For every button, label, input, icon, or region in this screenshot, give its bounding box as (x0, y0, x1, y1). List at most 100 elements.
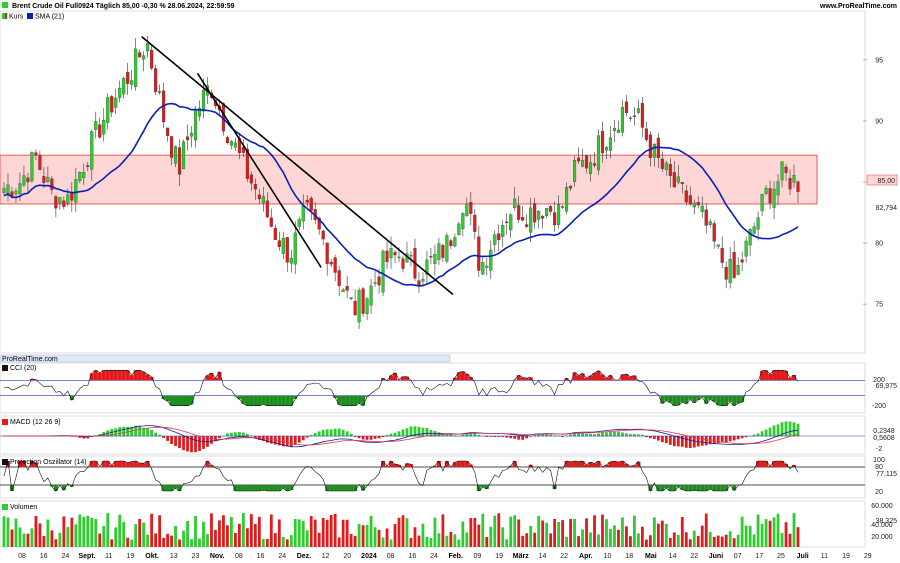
macd-histogram-bar (230, 432, 233, 437)
macd-histogram-bar (301, 436, 305, 441)
macd-histogram-bar (170, 436, 173, 444)
proj-low-fill (177, 485, 182, 491)
source-label[interactable]: www.ProRealTime.com (819, 3, 897, 10)
candle (353, 301, 357, 316)
volume-bar (764, 519, 768, 547)
vol-last: 38.325 (876, 518, 898, 525)
volume-bar (772, 517, 776, 547)
macd-histogram-bar (122, 426, 126, 437)
proj-high-fill (89, 461, 94, 467)
cci-oversold-fill (700, 395, 705, 398)
cci-overbought-fill (105, 370, 110, 381)
volume-bar (257, 516, 261, 547)
volume-bar (186, 520, 189, 547)
macd-histogram-bar (417, 426, 421, 437)
proj-high-fill (101, 461, 106, 467)
cci-overbought-fill (760, 370, 765, 381)
candle (561, 206, 565, 208)
date-tick-label: 16 (408, 553, 416, 560)
cci-overbought-fill (528, 377, 533, 381)
volume-bar (389, 539, 393, 547)
candle (377, 276, 381, 286)
macd-histogram-bar (656, 436, 660, 441)
candle (361, 288, 365, 314)
candle (22, 175, 26, 186)
proj-low-fill (61, 485, 66, 491)
volume-bar (305, 530, 309, 547)
volume-bar (732, 538, 736, 547)
candle (792, 175, 796, 183)
volume-bar (146, 534, 150, 547)
macd-histogram-bar (541, 434, 545, 437)
candle (357, 290, 361, 323)
volume-bar (150, 513, 154, 547)
projection-panel[interactable]: Projection Oszillator (14) 100 80 20 77,… (0, 455, 897, 499)
macd-histogram-bar (513, 436, 517, 439)
volume-bar (2, 516, 6, 547)
macd-histogram-bar (218, 436, 221, 439)
trendline-1[interactable] (141, 36, 454, 295)
volume-bar (664, 523, 668, 547)
candle (409, 255, 413, 257)
volume-bar (253, 524, 257, 547)
cci-tick-minus200: -200 (872, 403, 886, 410)
macd-panel[interactable]: MACD (12 26 9) 0,2348 0,5608 -2 (0, 415, 895, 455)
candle (525, 224, 529, 227)
proj-low-fill (704, 485, 709, 491)
volume-bar (736, 534, 740, 547)
candle (229, 141, 233, 146)
volume-bar (525, 533, 529, 547)
cci-overbought-fill (516, 375, 521, 381)
macd-histogram-bar (509, 436, 513, 439)
cci-oversold-fill (708, 395, 713, 400)
volume-bar (226, 525, 229, 547)
macd-histogram-bar (529, 436, 533, 437)
date-tick-label: Sept. (78, 553, 95, 560)
cci-oversold-fill (728, 395, 733, 402)
volume-bar (66, 526, 70, 547)
volume-bar (696, 535, 700, 547)
candle (517, 205, 521, 220)
volume-bar (190, 539, 193, 547)
candle (577, 157, 581, 162)
header-bar (0, 0, 900, 11)
candle (281, 237, 285, 254)
price-panel[interactable]: Kurs SMA (21) (0, 10, 866, 354)
volume-title: Volumen (10, 504, 37, 511)
macd-histogram-bar (281, 436, 285, 447)
trendline-2[interactable] (196, 72, 322, 268)
proj-high-fill (632, 465, 637, 467)
candle (696, 202, 700, 206)
cci-overbought-fill (592, 373, 597, 381)
macd-histogram-bar (405, 428, 409, 437)
macd-histogram-bar (461, 434, 465, 437)
candle (297, 219, 301, 227)
candle (668, 164, 672, 176)
candle (178, 147, 182, 175)
proj-low-fill (361, 485, 366, 491)
volume-bar (401, 515, 405, 547)
macd-histogram-bar (545, 434, 549, 437)
proj-high-fill (432, 465, 437, 467)
cci-last: 69,975 (876, 383, 898, 390)
date-axis[interactable]: 08 16 24 Sept. 11 19 Okt. 13 23 Nov. 08 16 24 Dez. 12 2… (18, 553, 872, 560)
volume-panel[interactable]: Volumen 60.000 40.000 20.000 38.325 (0, 500, 898, 548)
macd-histogram-bar (477, 434, 481, 437)
macd-histogram-bar (389, 433, 393, 437)
macd-histogram-bar (150, 429, 154, 437)
volume-bar (54, 539, 58, 547)
proj-high-fill (608, 461, 613, 467)
proj-high-fill (452, 462, 457, 467)
volume-bar (218, 520, 221, 547)
cci-panel[interactable]: CCI (20) 200 -200 69,975 (0, 362, 898, 414)
legend-kurs: Kurs (9, 14, 24, 21)
macd-histogram-bar (585, 433, 588, 437)
macd-histogram-bar (321, 429, 325, 437)
cci-overbought-fill (520, 377, 525, 381)
macd-histogram-bar (186, 436, 189, 452)
cci-oversold-fill (249, 395, 254, 406)
candle (469, 202, 473, 214)
proj-high-fill (93, 461, 98, 467)
candle (449, 240, 453, 247)
